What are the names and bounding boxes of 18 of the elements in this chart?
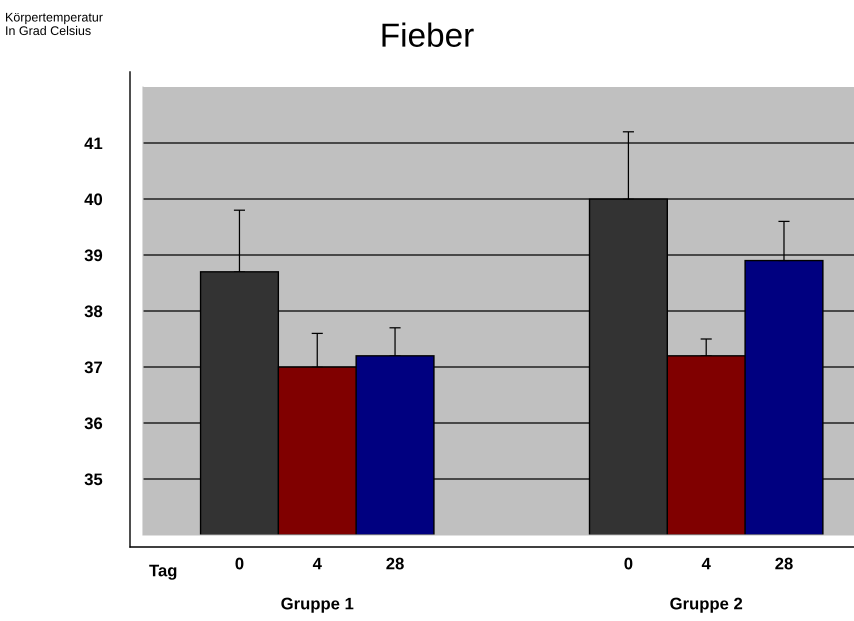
x-tick-label: 4 xyxy=(702,558,711,570)
x-tick-label: 28 xyxy=(775,558,793,570)
text: Gruppe 2 xyxy=(670,598,742,613)
chart-title: Fieber xyxy=(382,22,474,47)
x-tick-label: 0 xyxy=(235,558,244,570)
text: Tag xyxy=(149,564,176,580)
x-tick-label: 4 xyxy=(312,558,322,570)
x-tick-label: 28 xyxy=(386,558,404,570)
y-axis-title: Körpertemperatur In Grad Celsius xyxy=(6,12,103,36)
y-tick-label: 37 xyxy=(84,361,102,374)
y-tick-label: 36 xyxy=(84,417,102,430)
x-tick-label: 0 xyxy=(624,558,632,570)
y-tick-label: 40 xyxy=(84,193,102,206)
y-tick-label: 41 xyxy=(84,138,102,150)
y-tick-label: 39 xyxy=(84,249,102,262)
text: Gruppe 1 xyxy=(281,598,354,613)
y-tick-label: 38 xyxy=(84,305,102,318)
y-tick-label: 35 xyxy=(84,473,102,486)
